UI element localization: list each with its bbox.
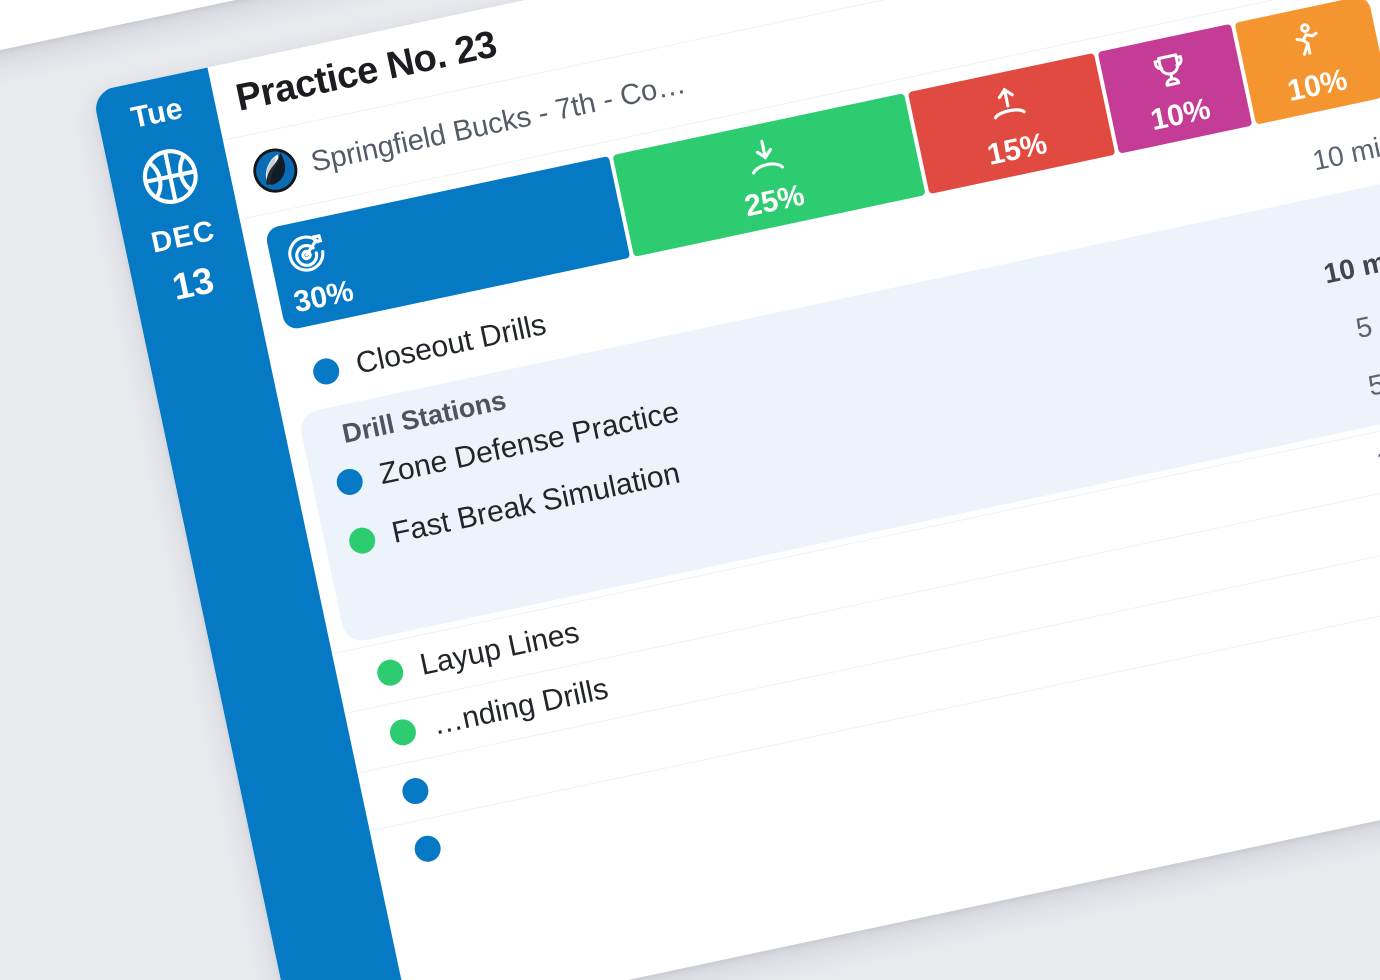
drill-duration: 10 min — [1320, 240, 1380, 290]
segment-percent: 10% — [1284, 63, 1351, 108]
card-body-dec-13: Practice No. 23 2 Level 4 — [207, 0, 1380, 980]
month-label: DEC — [148, 214, 218, 260]
segment-arrow-down-25[interactable]: 25% — [612, 93, 926, 257]
segment-arrow-up-15[interactable]: 15% — [907, 52, 1116, 195]
practice-card-dec-13[interactable]: Tue DEC 13 Practice No. 23 — [92, 0, 1380, 980]
arrow-down-curve-icon — [739, 131, 791, 183]
drill-dot — [399, 775, 431, 807]
drill-dot — [359, 583, 390, 614]
drill-duration: 5 min — [1365, 357, 1380, 402]
drill-dot — [374, 657, 406, 689]
drill-dot — [310, 355, 342, 387]
basketball-icon — [131, 137, 209, 215]
drill-dot — [334, 466, 366, 498]
segment-target-30[interactable]: 30% — [264, 155, 631, 331]
trophy-icon — [1145, 45, 1197, 97]
drill-dot — [412, 833, 444, 865]
focus-distribution-bar-dec-13: 30% 25% 15% — [240, 0, 1380, 349]
segment-percent: 15% — [984, 127, 1050, 172]
target-icon — [280, 229, 332, 281]
drill-duration: 10 min — [1309, 128, 1380, 177]
segment-percent: 25% — [741, 178, 808, 224]
segment-runner-10[interactable]: 10% — [1234, 0, 1380, 125]
drill-dot — [346, 525, 378, 557]
drill-dot — [387, 716, 419, 748]
team-row[interactable]: Springfield Bucks - 7th - Co… — [223, 0, 1380, 221]
segment-percent: 10% — [1147, 92, 1214, 138]
day-strip-dec-13: Tue DEC 13 — [92, 67, 412, 980]
team-logo-icon — [248, 143, 303, 198]
arrow-up-curve-icon — [982, 80, 1034, 132]
drill-duration: 5 min — [1353, 299, 1380, 344]
segment-trophy-10[interactable]: 10% — [1097, 23, 1253, 154]
day-number: 13 — [168, 259, 218, 309]
runner-icon — [1282, 16, 1334, 68]
drill-duration: 10 min — [1373, 430, 1380, 478]
day-of-week-label: Tue — [128, 91, 186, 135]
